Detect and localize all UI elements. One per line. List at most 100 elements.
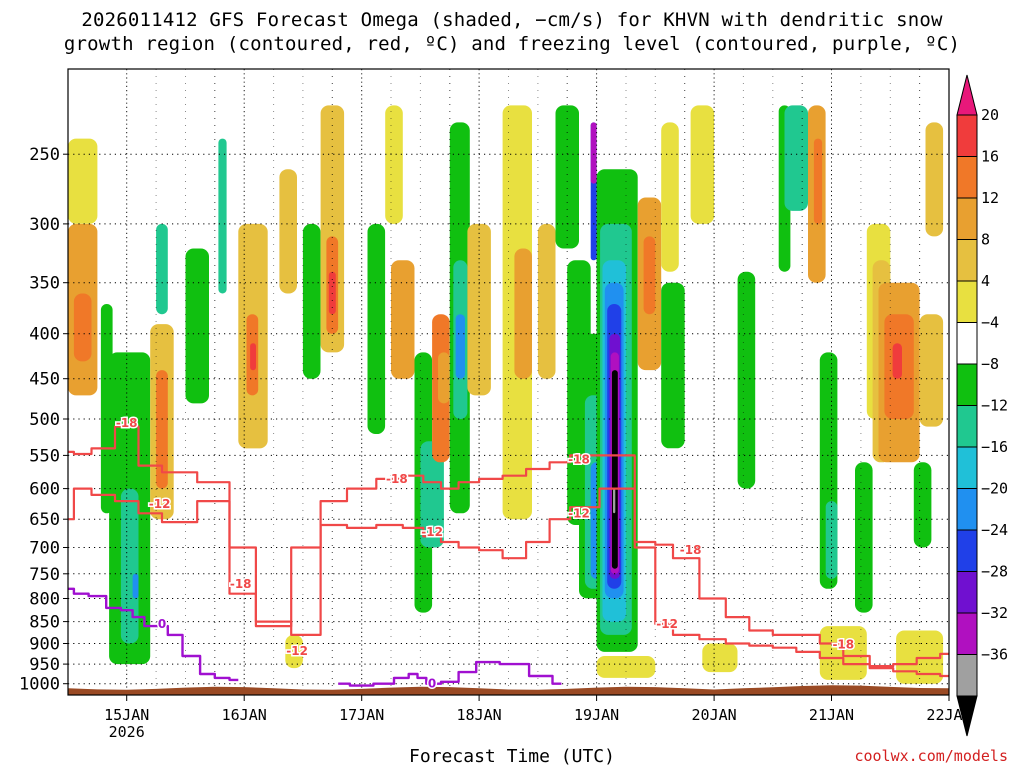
omega-cell-56 [596, 656, 656, 678]
omega-cell-2 [73, 293, 92, 362]
omega-cell-10 [185, 248, 209, 404]
x-tick-label-21JAN: 21JAN [809, 706, 854, 724]
contour-label-0: -18 [116, 416, 138, 430]
y-tick-label-700: 700 [29, 539, 60, 559]
freezing-level-contour-b [338, 660, 562, 687]
contour-label-7: -12 [568, 506, 590, 520]
omega-cell-72 [919, 314, 944, 427]
omega-cell-55 [690, 105, 715, 224]
omega-cell-35 [555, 105, 579, 249]
omega-cell-15 [279, 169, 297, 294]
y-tick-label-1000: 1000 [19, 675, 60, 695]
y-tick-label-250: 250 [29, 145, 60, 165]
omega-cell-8 [156, 370, 168, 489]
contour-label-9: -12 [656, 617, 678, 631]
y-tick-label-400: 400 [29, 325, 60, 345]
colorbar-label-9: −20 [981, 480, 1008, 498]
x-tick-label-18JAN: 18JAN [457, 706, 502, 724]
omega-cell-73 [925, 122, 944, 237]
omega-cell-48 [613, 488, 616, 514]
y-tick-label-600: 600 [29, 480, 60, 500]
omega-cell-52 [643, 236, 656, 315]
x-tick-label-19JAN: 19JAN [574, 706, 619, 724]
colorbar-label-8: −16 [981, 438, 1008, 456]
colorbar-label-2: 12 [981, 189, 999, 207]
colorbar-bin-7 [956, 363, 978, 406]
colorbar-label-11: −28 [981, 563, 1008, 581]
y-tick-label-500: 500 [29, 410, 60, 430]
ground-layer [68, 685, 949, 695]
colorbar-label-0: 20 [981, 106, 999, 124]
colorbar-bin-2 [956, 156, 978, 199]
omega-cell-6 [132, 573, 139, 599]
colorbar-bin-8 [956, 405, 978, 448]
contour-labels: -18 -12 -18 -12 -18 -12 -18 -12 -18 -12 -18 0 0 [114, 414, 855, 692]
y-tick-label-750: 750 [29, 565, 60, 585]
omega-cell-54 [661, 282, 685, 449]
contour-label-1: -12 [149, 497, 171, 511]
contour-label-4: -18 [386, 472, 408, 486]
omega-cell-34 [537, 223, 556, 379]
omega-cell-21 [367, 223, 386, 434]
colorbar-label-1: 16 [981, 148, 999, 166]
contour-label-11: 0 [158, 617, 166, 631]
omega-cell-62 [813, 138, 823, 224]
colorbar-bottom-arrow [956, 695, 978, 737]
contour-label-3: -12 [286, 644, 308, 658]
omega-cell-9 [156, 223, 168, 315]
colorbar-bin-4 [956, 239, 978, 282]
colorbar-bin-12 [956, 571, 978, 614]
freezing-level-contour-a [68, 587, 239, 682]
omega-cell-0 [68, 138, 98, 224]
dgz-minus12-contour [68, 487, 949, 678]
contour-label-5: -12 [421, 525, 443, 539]
omega-cell-58 [737, 271, 756, 489]
colorbar-label-3: 8 [981, 231, 990, 249]
omega-cell-47 [611, 370, 618, 569]
colorbar-bin-6 [956, 322, 978, 365]
y-tick-label-350: 350 [29, 274, 60, 294]
colorbar-bin-5 [956, 280, 978, 323]
omega-cell-57 [702, 643, 738, 673]
x-tick-label-20JAN: 20JAN [692, 706, 737, 724]
contour-label-10: -18 [832, 637, 854, 651]
colorbar-label-7: −12 [981, 397, 1008, 415]
chart-title-line1: 2026011412 GFS Forecast Omega (shaded, −… [81, 9, 943, 31]
contour-label-12: 0 [428, 677, 436, 691]
omega-cell-33 [514, 248, 532, 379]
x-axis-title: Forecast Time (UTC) [409, 746, 615, 767]
omega-cell-16 [285, 634, 303, 669]
omega-shading [68, 105, 944, 684]
omega-cell-23 [391, 260, 415, 379]
chart-title-line2: growth region (contoured, red, ºC) and f… [63, 33, 961, 55]
x-tick-label-16JAN: 16JAN [222, 706, 267, 724]
colorbar-bin-3 [956, 197, 978, 240]
omega-cell-60 [784, 105, 808, 211]
x-tick-label-17JAN: 17JAN [339, 706, 384, 724]
ground-fill [68, 685, 949, 695]
y-tick-label-550: 550 [29, 446, 60, 466]
credit-link[interactable]: coolwx.com/models [854, 747, 1008, 765]
omega-cell-53 [661, 122, 679, 272]
y-tick-label-650: 650 [29, 510, 60, 530]
contour-label-8: -18 [680, 543, 702, 557]
omega-cell-75 [913, 462, 932, 548]
omega-cell-25 [420, 441, 444, 548]
colorbar-label-4: 4 [981, 272, 990, 290]
x-tick-sublabel-15JAN: 2026 [109, 723, 145, 741]
omega-cell-14 [250, 343, 256, 371]
dgz-minus18-contour [68, 425, 949, 668]
plot-frame [67, 68, 950, 696]
colorbar-bin-14 [956, 654, 978, 697]
omega-cell-50 [590, 122, 597, 184]
colorbar-label-5: −4 [981, 314, 999, 332]
colorbar-label-10: −24 [981, 521, 1008, 539]
colorbar-bin-11 [956, 529, 978, 572]
colorbar-top-arrow [956, 74, 978, 116]
colorbar-bin-13 [956, 612, 978, 655]
contours [68, 425, 949, 687]
y-axis: 2503003504004505005506006507007508008509… [19, 145, 68, 695]
colorbar: 20 16 12 8 4 −4 −8 −12 −16 −20 −24 −28 −32 −36 [956, 74, 1008, 737]
